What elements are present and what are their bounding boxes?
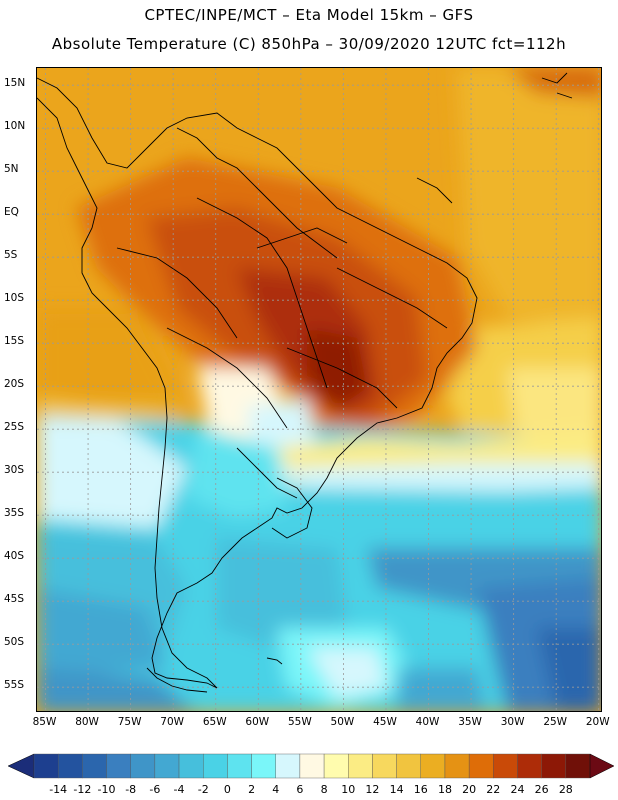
colorbar-swatch bbox=[178, 753, 204, 779]
colorbar-swatch bbox=[444, 753, 470, 779]
lon-tick-label: 45W bbox=[373, 716, 397, 728]
colorbar-tick-label: 24 bbox=[510, 783, 525, 796]
colorbar-swatch bbox=[323, 753, 349, 779]
colorbar-tick-label: 2 bbox=[248, 783, 256, 796]
lon-tick-label: 65W bbox=[202, 716, 227, 728]
lon-tick-label: 60W bbox=[245, 716, 270, 728]
colorbar-tick-label: -2 bbox=[197, 783, 209, 796]
lon-tick-label: 50W bbox=[330, 716, 355, 728]
lon-tick-label: 30W bbox=[500, 716, 525, 728]
lat-tick-label: 40S bbox=[4, 550, 25, 563]
colorbar-tick-label: -8 bbox=[125, 783, 137, 796]
colorbar-swatch bbox=[130, 753, 156, 779]
lat-tick-label: 25S bbox=[4, 421, 25, 434]
colorbar-swatch bbox=[541, 753, 567, 779]
map-panel bbox=[36, 67, 602, 712]
colorbar-tick-label: 12 bbox=[365, 783, 380, 796]
lon-tick-label: 75W bbox=[117, 716, 142, 728]
colorbar-swatch bbox=[154, 753, 180, 779]
chart-title: CPTEC/INPE/MCT – Eta Model 15km – GFS bbox=[144, 6, 474, 24]
colorbar-tick-label: 28 bbox=[558, 783, 573, 796]
colorbar-swatch bbox=[251, 753, 276, 779]
colorbar-tick-label: -14 bbox=[49, 783, 68, 796]
lat-tick-label: 10N bbox=[4, 120, 26, 133]
coastline bbox=[37, 72, 573, 693]
lat-tick-label: 5N bbox=[4, 163, 19, 176]
colorbar-tick-label: 18 bbox=[437, 783, 452, 796]
colorbar-tick-label: -10 bbox=[97, 783, 116, 796]
lon-tick-label: 85W bbox=[32, 716, 57, 728]
colorbar-tick-label: 4 bbox=[272, 783, 280, 796]
colorbar-swatch bbox=[203, 753, 228, 779]
colorbar-over-arrow bbox=[589, 753, 615, 779]
chart-subtitle: Absolute Temperature (C) 850hPa – 30/09/… bbox=[51, 35, 567, 53]
colorbar-tick-label: 16 bbox=[413, 783, 428, 796]
colorbar-swatch bbox=[82, 753, 107, 779]
colorbar-tick-label: -12 bbox=[73, 783, 92, 796]
lon-tick-label: 25W bbox=[543, 716, 568, 728]
lat-tick-label: EQ bbox=[4, 206, 19, 219]
colorbar-tick-label: -4 bbox=[173, 783, 185, 796]
colorbar-swatch bbox=[372, 753, 397, 779]
lon-tick-label: 80W bbox=[75, 716, 99, 728]
graticule bbox=[37, 68, 601, 711]
colorbar-tick-label: 8 bbox=[320, 783, 328, 796]
field-shading bbox=[37, 68, 601, 711]
colorbar-tick-label: 10 bbox=[341, 783, 356, 796]
colorbar-swatch bbox=[299, 753, 325, 779]
colorbar-under-arrow bbox=[7, 753, 35, 779]
colorbar-tick-label: 6 bbox=[296, 783, 304, 796]
lon-tick-label: 20W bbox=[585, 716, 610, 728]
colorbar-swatch bbox=[517, 753, 542, 779]
colorbar-swatch bbox=[468, 753, 494, 779]
colorbar-tick-label: 22 bbox=[486, 783, 501, 796]
colorbar-tick-label: 20 bbox=[462, 783, 477, 796]
colorbar-swatch bbox=[227, 753, 252, 779]
lat-tick-label: 50S bbox=[4, 636, 25, 649]
lat-tick-label: 45S bbox=[4, 593, 25, 606]
colorbar-swatch bbox=[275, 753, 301, 779]
colorbar-swatch bbox=[348, 753, 373, 779]
lon-tick-label: 40W bbox=[415, 716, 440, 728]
lat-tick-label: 55S bbox=[4, 679, 25, 692]
lat-tick-label: 15S bbox=[4, 335, 25, 348]
colorbar-swatch bbox=[493, 753, 518, 779]
lon-tick-label: 70W bbox=[160, 716, 185, 728]
colorbar-swatch bbox=[33, 753, 59, 779]
colorbar-swatch bbox=[420, 753, 446, 779]
lon-tick-label: 55W bbox=[287, 716, 312, 728]
colorbar-swatch bbox=[396, 753, 421, 779]
colorbar-swatch bbox=[106, 753, 131, 779]
colorbar-tick-label: -6 bbox=[149, 783, 161, 796]
lon-tick-label: 35W bbox=[458, 716, 482, 728]
colorbar-tick-label: 14 bbox=[389, 783, 404, 796]
colorbar-tick-label: 26 bbox=[534, 783, 549, 796]
lat-tick-label: 5S bbox=[4, 249, 18, 262]
colorbar-swatch bbox=[57, 753, 83, 779]
lat-tick-label: 15N bbox=[4, 77, 26, 90]
lat-tick-label: 10S bbox=[4, 292, 25, 305]
lat-tick-label: 35S bbox=[4, 507, 25, 520]
temperature-field bbox=[37, 68, 601, 711]
colorbar-tick-label: 0 bbox=[223, 783, 231, 796]
colorbar bbox=[7, 753, 615, 779]
colorbar-swatch bbox=[565, 753, 591, 779]
lat-tick-label: 20S bbox=[4, 378, 25, 391]
lat-tick-label: 30S bbox=[4, 464, 25, 477]
